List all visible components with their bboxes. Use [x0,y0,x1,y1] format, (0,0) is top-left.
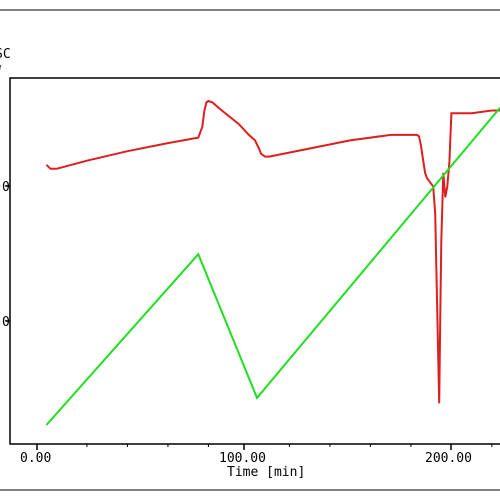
x-axis-title: Time [min] [227,465,305,480]
minor-x-ticks [86,444,493,447]
header-label-top: SC [0,47,11,62]
dsc-series-line [45,99,500,404]
x-tick-label: 0.00 [20,451,51,466]
header-label-bottom: W [0,64,1,79]
x-tick-label: 200.00 [425,451,472,466]
plot-frame [9,77,500,445]
y-tick-label: 0 [2,180,10,195]
x-tick-label: 100.00 [219,451,266,466]
y-tick-label: 0 [2,315,10,330]
temperature-series-line [45,107,500,426]
